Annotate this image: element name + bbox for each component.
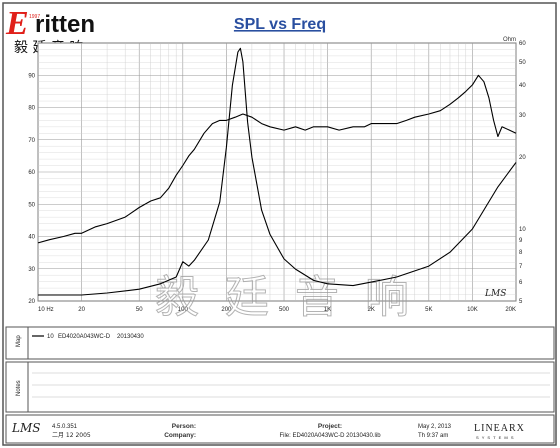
footer-company-label: Company: (164, 432, 196, 439)
y-right-tick-label: 6 (519, 280, 523, 286)
map-panel: Map 10 ED4020A043WC-D 20130430 (5, 326, 555, 360)
y-right-tick-label: 30 (519, 113, 526, 119)
spl-curve (37, 74, 517, 244)
y-left-tick-label: 60 (28, 170, 35, 176)
footer-version: 4.5.0.351 (52, 424, 78, 430)
notes-panel: Notes (5, 361, 555, 413)
x-tick-label: 20K (505, 307, 516, 313)
right-axis-unit: Ohm (503, 37, 516, 43)
chart-title: SPL vs Freq (234, 16, 326, 33)
x-tick-label: 1K (324, 307, 331, 313)
y-left-tick-label: 50 (28, 202, 35, 208)
footer-person-label: Person: (172, 423, 196, 430)
y-right-tick-label: 10 (519, 227, 526, 233)
map-entry-name: ED4020A043WC-D (58, 334, 111, 340)
x-tick-label: 10K (467, 307, 478, 313)
y-left-tick-label: 20 (28, 299, 35, 305)
map-entry-id: 10 (47, 334, 54, 340)
footer-brand-sub: S Y S T E M S (476, 435, 515, 440)
x-tick-label: 20 (78, 307, 85, 313)
y-right-tick-label: 7 (519, 264, 523, 270)
lms-mark: LMS (484, 289, 506, 299)
y-left-tick-label: 70 (28, 138, 35, 144)
y-right-tick-label: 40 (519, 83, 526, 89)
notes-label: Notes (16, 380, 22, 396)
axis-ticks: 10 Hz 20 50 100 200 500 1K 2K 5K 10K 20K2030405060… (28, 41, 526, 313)
x-tick-label: 100 (178, 307, 189, 313)
x-tick-label: 5K (425, 307, 432, 313)
footer-brand: LINEARX (474, 423, 525, 434)
x-tick-label: 200 (221, 307, 232, 313)
y-right-tick-label: 20 (519, 155, 526, 161)
y-right-tick-label: 60 (519, 41, 526, 47)
impedance-curve (38, 47, 517, 296)
footer-date: May 2, 2013 (418, 424, 452, 430)
y-left-tick-label: 90 (28, 73, 35, 79)
footer-project-label: Project: (318, 423, 342, 430)
footer-time: Th 9:37 am (418, 433, 448, 439)
footer-version-date: 二月 12 2005 (52, 432, 91, 439)
grid (37, 42, 517, 302)
footer-lms-logo: LMS (11, 421, 40, 435)
y-right-tick-label: 5 (519, 299, 523, 305)
x-tick-label: 500 (279, 307, 290, 313)
map-entry-date: 20130430 (117, 334, 144, 340)
y-right-tick-label: 9 (519, 238, 523, 244)
x-tick-label: 2K (368, 307, 375, 313)
x-tick-label: 50 (136, 307, 143, 313)
y-left-tick-label: 40 (28, 235, 35, 241)
map-label: Map (16, 335, 22, 347)
y-right-tick-label: 50 (519, 60, 526, 66)
y-left-tick-label: 80 (28, 106, 35, 112)
y-right-tick-label: 8 (519, 250, 523, 256)
logo-initial: E (5, 5, 29, 42)
footer-file: File: ED4020A043WC-D 20130430.lib (279, 433, 381, 439)
y-left-tick-label: 30 (28, 267, 35, 273)
watermark: 毅 廷 音 响 (155, 272, 415, 323)
x-tick-label: 10 Hz (38, 307, 54, 313)
footer: LMS 4.5.0.351 二月 12 2005 Person: Company… (5, 414, 555, 444)
series-group (37, 47, 517, 296)
logo-text: ritten (35, 11, 95, 38)
logo-sub: 1997 (29, 14, 40, 20)
